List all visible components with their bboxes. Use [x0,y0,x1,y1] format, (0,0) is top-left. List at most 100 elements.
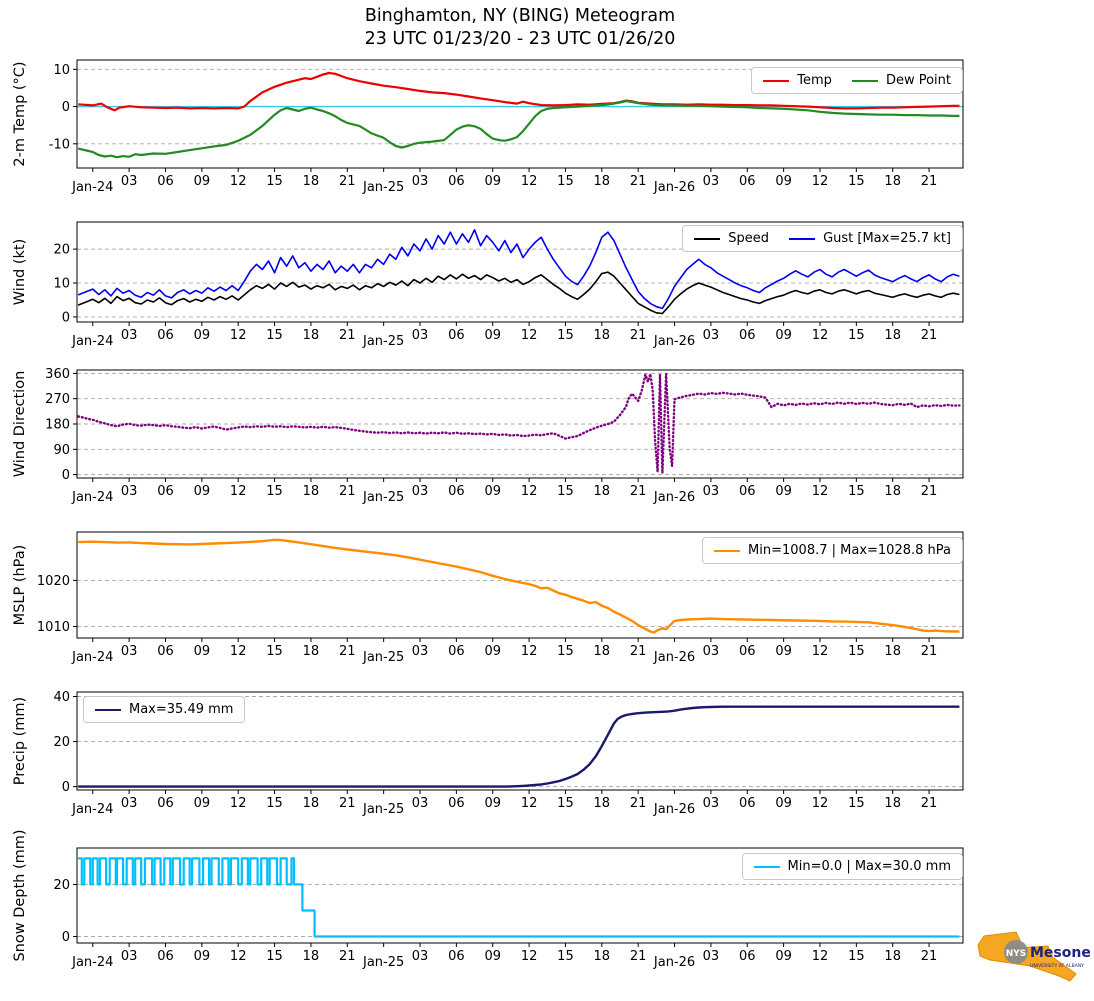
legend-item: Speed [694,231,769,246]
x-tick-label: 12 [521,796,538,811]
legend-label: Max=35.49 mm [129,702,234,717]
panel-border [76,691,964,791]
x-tick-label: 21 [630,484,647,499]
x-tick-label: 06 [157,484,174,499]
x-tick-label: 15 [848,174,865,189]
legend-label: Speed [728,231,770,246]
mslp-axis-label: MSLP (hPa) [12,545,28,626]
x-tick-label: 06 [157,644,174,659]
legend-item: Gust [Max=25.7 kt] [789,231,951,246]
x-tick-label: 15 [557,328,574,343]
x-tick-label: Jan-25 [362,490,404,505]
y-tick-label: 1020 [37,574,70,589]
precip-line [78,705,960,788]
y-tick-label: 20 [53,735,70,750]
x-tick-label: 03 [703,644,720,659]
x-tick-label: 18 [884,644,901,659]
x-tick-label: 21 [921,328,938,343]
precip-axis-label: Precip (mm) [12,697,28,785]
x-tick-label: 09 [775,328,792,343]
legend-item: Max=35.49 mm [95,702,233,717]
x-tick-label: 21 [630,949,647,964]
x-tick-label: Jan-24 [71,180,113,195]
x-tick-label: 09 [775,484,792,499]
x-tick-label: 06 [739,484,756,499]
x-tick-label: 09 [484,174,501,189]
x-tick-label: 21 [630,174,647,189]
x-tick-label: 15 [557,796,574,811]
x-tick-label: Jan-25 [362,802,404,817]
panel-border [76,221,964,323]
x-tick-label: Jan-26 [653,334,695,349]
x-tick-label: 09 [194,949,211,964]
x-tick-label: 06 [448,328,465,343]
logo-university-text: UNIVERSITY AT ALBANY [1030,963,1084,969]
x-tick-label: 18 [594,644,611,659]
temp-axis-label: 2-m Temp (°C) [12,61,28,166]
x-tick-label: 18 [594,174,611,189]
x-tick-label: Jan-24 [71,490,113,505]
y-tick-label: 40 [53,690,70,705]
x-tick-label: 12 [230,484,247,499]
y-tick-label: 20 [53,878,70,893]
y-tick-label: 0 [62,100,70,115]
x-tick-label: 12 [521,174,538,189]
x-tick-label: 06 [448,796,465,811]
x-tick-label: Jan-25 [362,650,404,665]
wind-axis-label: Wind (kt) [12,239,28,305]
x-tick-label: 18 [884,174,901,189]
x-tick-label: 21 [630,796,647,811]
title-line2: 23 UTC 01/23/20 - 23 UTC 01/26/20 [364,29,676,49]
x-tick-label: Jan-26 [653,490,695,505]
x-tick-label: 03 [121,174,138,189]
x-tick-label: 06 [157,328,174,343]
x-tick-label: Jan-26 [653,802,695,817]
panel-border [76,847,964,944]
x-tick-label: 12 [230,949,247,964]
x-tick-label: 21 [921,796,938,811]
snow-axis-label: Snow Depth (mm) [12,829,28,961]
x-tick-label: 09 [484,796,501,811]
legend-wind: Speed Gust [Max=25.7 kt] [682,225,963,252]
x-tick-label: 21 [339,174,356,189]
x-tick-label: 18 [884,796,901,811]
wdir-axis-label: Wind Direction [12,371,28,478]
y-tick-label: 0 [62,468,70,483]
y-tick-label: -10 [49,137,70,152]
legend-line-sample [763,79,790,82]
x-tick-label: 03 [703,796,720,811]
x-tick-label: Jan-24 [71,955,113,970]
x-tick-label: 18 [884,328,901,343]
x-tick-label: 06 [157,796,174,811]
x-tick-label: 09 [484,949,501,964]
x-tick-label: 21 [339,796,356,811]
x-tick-label: 12 [812,949,829,964]
x-tick-label: 09 [484,644,501,659]
x-tick-label: 18 [303,484,320,499]
y-tick-label: 360 [45,367,70,382]
x-tick-label: 21 [630,644,647,659]
x-tick-label: 06 [448,174,465,189]
wind-direction-dots [77,372,961,475]
x-tick-label: 21 [339,484,356,499]
x-tick-label: 21 [921,174,938,189]
legend-item: Dew Point [851,73,951,88]
x-tick-label: 09 [775,949,792,964]
y-tick-label: 180 [45,418,70,433]
x-tick-label: 15 [848,644,865,659]
nys-badge-circle [1004,940,1028,964]
panel-border [76,59,964,169]
x-tick-label: 06 [739,644,756,659]
legend-temp: Temp Dew Point [751,67,963,94]
y-tick-label: 10 [53,63,70,78]
legend-line-sample [851,79,878,82]
x-tick-label: 21 [339,328,356,343]
legend-label: Gust [Max=25.7 kt] [823,231,951,246]
x-tick-label: 12 [230,796,247,811]
legend-line-sample [753,865,780,868]
x-tick-label: 12 [230,174,247,189]
x-tick-label: 12 [230,644,247,659]
x-tick-label: 09 [484,484,501,499]
